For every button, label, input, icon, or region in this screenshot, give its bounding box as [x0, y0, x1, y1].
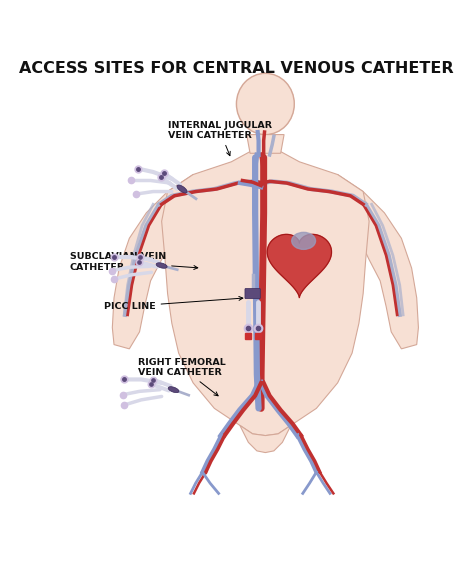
Ellipse shape [292, 232, 315, 250]
FancyBboxPatch shape [245, 288, 260, 299]
Text: SUBCLAVIAN VEIN
CATHETER: SUBCLAVIAN VEIN CATHETER [70, 252, 198, 272]
Ellipse shape [168, 387, 179, 393]
Text: INTERNAL JUGULAR
VEIN CATHETER: INTERNAL JUGULAR VEIN CATHETER [167, 120, 272, 156]
Text: PICC LINE: PICC LINE [104, 296, 243, 311]
Polygon shape [162, 151, 369, 436]
Text: RIGHT FEMORAL
VEIN CATHETER: RIGHT FEMORAL VEIN CATHETER [138, 358, 226, 396]
Polygon shape [240, 425, 291, 453]
Polygon shape [267, 234, 332, 297]
Polygon shape [112, 175, 201, 349]
Ellipse shape [156, 263, 167, 268]
Ellipse shape [177, 185, 187, 193]
Polygon shape [246, 135, 284, 153]
Polygon shape [329, 175, 419, 349]
Ellipse shape [236, 73, 294, 135]
Text: ACCESS SITES FOR CENTRAL VENOUS CATHETER: ACCESS SITES FOR CENTRAL VENOUS CATHETER [19, 62, 454, 77]
